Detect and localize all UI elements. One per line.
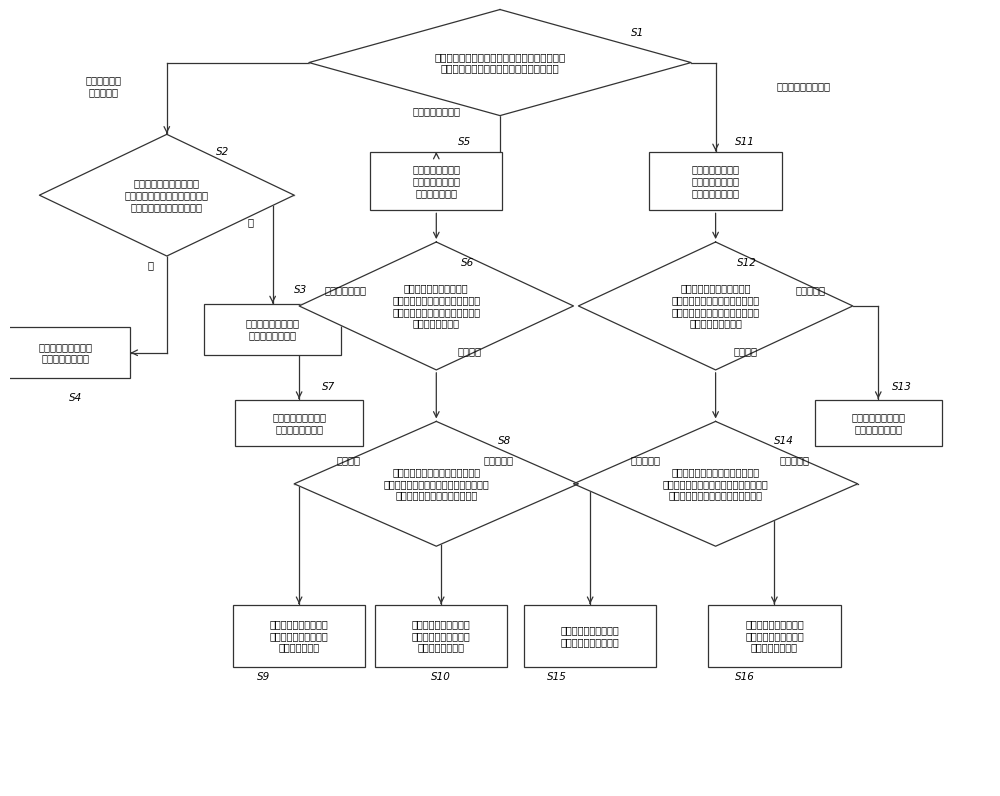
Text: S9: S9	[257, 673, 270, 682]
Text: 否: 否	[147, 260, 153, 271]
Bar	[375, 605, 507, 667]
Text: 棕化层和树脂层之间: 棕化层和树脂层之间	[777, 81, 831, 91]
Text: S11: S11	[735, 137, 755, 147]
Text: 树脂层异常: 树脂层异常	[779, 455, 809, 466]
Text: 分别获取芯板和树脂层的微观结构
图像，判断是芯板的微观结构图像异常，
还是树脂层的微观结构图像异常: 分别获取芯板和树脂层的微观结构 图像，判断是芯板的微观结构图像异常， 还是树脂层…	[383, 467, 489, 501]
Text: 两者均是: 两者均是	[458, 346, 482, 356]
Polygon shape	[578, 242, 853, 370]
Text: 树脂层异常: 树脂层异常	[483, 455, 513, 466]
Text: S12: S12	[737, 258, 757, 268]
Text: S10: S10	[431, 673, 451, 682]
Text: 对印刷电路板的棕
化层和树脂层之间
进行物理剥离处理: 对印刷电路板的棕 化层和树脂层之间 进行物理剥离处理	[692, 165, 740, 197]
Text: S4: S4	[69, 393, 82, 403]
Text: 分别获取印刷电路板烘板
处理前后的吸水率，并判断烘板
处理前后的吸水率是否一致: 分别获取印刷电路板烘板 处理前后的吸水率，并判断烘板 处理前后的吸水率是否一致	[125, 178, 209, 212]
Polygon shape	[299, 242, 574, 370]
Text: 玻璃纤维层和
树脂层之间: 玻璃纤维层和 树脂层之间	[85, 75, 121, 97]
Text: 判定树脂层在层压过程
中受到异常压力导致印
刷电路板分层失效: 判定树脂层在层压过程 中受到异常压力导致印 刷电路板分层失效	[745, 619, 804, 653]
Text: 芯板异常: 芯板异常	[336, 455, 360, 466]
Bar	[524, 605, 656, 667]
Text: 棕化层异常: 棕化层异常	[630, 455, 660, 466]
Text: 判定印刷电路板因污
染元素而分层失效: 判定印刷电路板因污 染元素而分层失效	[851, 412, 905, 434]
Text: S2: S2	[216, 147, 229, 158]
Text: 判定芯板在层压过程中
受到异常压力导致印刷
电路板分层失效: 判定芯板在层压过程中 受到异常压力导致印刷 电路板分层失效	[270, 619, 328, 653]
Text: S15: S15	[547, 673, 567, 682]
Bar	[233, 605, 365, 667]
Text: 判断分层位置是在玻璃纤维层与树脂层之间，芯
板与树脂层之间，还是棕化层和树脂层之间: 判断分层位置是在玻璃纤维层与树脂层之间，芯 板与树脂层之间，还是棕化层和树脂层之…	[434, 52, 566, 73]
Text: 对印刷电路板的芯
板与树脂层之间进
行物理剥离处理: 对印刷电路板的芯 板与树脂层之间进 行物理剥离处理	[412, 165, 460, 197]
Text: S1: S1	[631, 28, 645, 38]
Text: S7: S7	[322, 382, 335, 392]
Text: 判定高温回流导致印
刷电路板分层失效: 判定高温回流导致印 刷电路板分层失效	[246, 318, 300, 340]
Bar	[708, 605, 841, 667]
Bar	[370, 152, 502, 210]
Polygon shape	[574, 421, 858, 546]
Text: 判定印刷电路板因污
染元素而分层失效: 判定印刷电路板因污 染元素而分层失效	[272, 412, 326, 434]
Text: 芯板和树脂层之间: 芯板和树脂层之间	[412, 106, 460, 116]
Text: 分别获取棕化层和树脂层的微观结
构图像，判断是棕化层的微观结构图像异
常，还是树脂层的微观结构图像异常: 分别获取棕化层和树脂层的微观结 构图像，判断是棕化层的微观结构图像异 常，还是树…	[663, 467, 768, 501]
Text: 通过能谱仪分别获取芯板
和树脂层的元素成分，判断所获取
的元素成分与标准芯板和树脂层的
元素成分是否一致: 通过能谱仪分别获取芯板 和树脂层的元素成分，判断所获取 的元素成分与标准芯板和树…	[392, 283, 480, 329]
Text: 通过能谱仪分别获取棕化层
和树脂层的元素成分，判断所获取
的元素成分与标准棕化层和树脂层
的元素成分是否一致: 通过能谱仪分别获取棕化层 和树脂层的元素成分，判断所获取 的元素成分与标准棕化层…	[672, 283, 760, 329]
Text: S14: S14	[774, 436, 794, 446]
Bar	[815, 400, 942, 447]
Text: 判定棕化层参数异常导
致印刷电路板分层失效: 判定棕化层参数异常导 致印刷电路板分层失效	[561, 625, 620, 646]
Text: S3: S3	[294, 285, 307, 295]
Polygon shape	[39, 135, 294, 256]
Text: 判定树脂层在层压过程
中受到异常压力导致印
刷电路板分层失效: 判定树脂层在层压过程 中受到异常压力导致印 刷电路板分层失效	[412, 619, 471, 653]
Text: S5: S5	[458, 137, 471, 147]
Polygon shape	[309, 10, 691, 115]
Text: S6: S6	[461, 258, 474, 268]
Bar	[2, 327, 130, 378]
Text: 两者之一否: 两者之一否	[796, 285, 826, 295]
Bar	[204, 304, 341, 355]
Text: 判定吸水过高导致印
刷电路板分层失效: 判定吸水过高导致印 刷电路板分层失效	[39, 342, 93, 364]
Text: 两者均是: 两者均是	[733, 346, 757, 356]
Text: 是: 是	[247, 217, 253, 227]
Bar	[235, 400, 363, 447]
Text: S16: S16	[735, 673, 755, 682]
Text: 两者其中之一否: 两者其中之一否	[324, 285, 366, 295]
Polygon shape	[294, 421, 578, 546]
Text: S8: S8	[498, 436, 511, 446]
Bar	[649, 152, 782, 210]
Text: S13: S13	[892, 382, 912, 392]
